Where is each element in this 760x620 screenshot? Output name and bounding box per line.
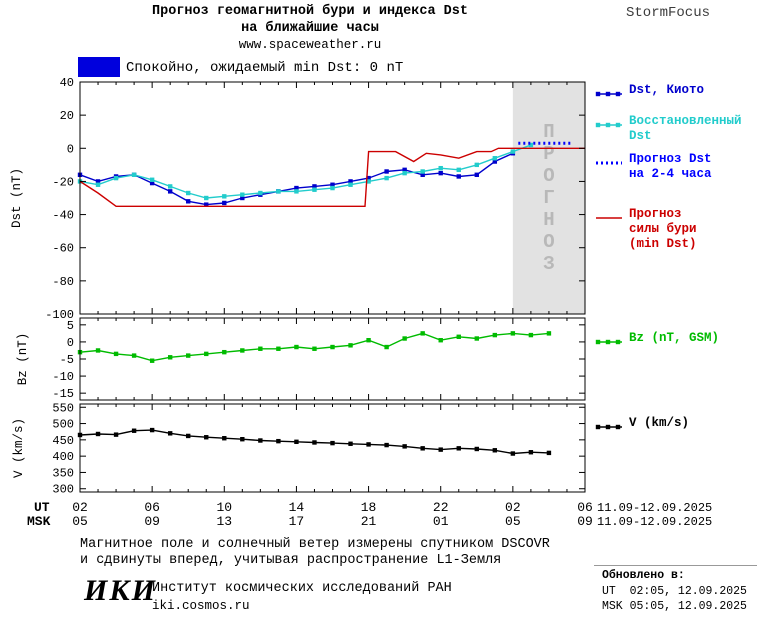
svg-text:-80: -80 (52, 275, 74, 289)
xaxis-tick-label: 01 (432, 514, 449, 529)
xaxis-tick-label: 09 (144, 514, 160, 529)
bz-plot: 5 0 -5 -10 -15 Bz (nT) (16, 317, 586, 401)
xaxis-tick-label: 02 (72, 500, 88, 515)
legend-label: V (km/s) (629, 416, 690, 430)
svg-text:0: 0 (67, 142, 74, 156)
squares-swatch-icon (595, 122, 622, 128)
svg-text:5: 5 (67, 319, 74, 333)
updated-msk: MSK 05:05, 12.09.2025 (602, 600, 747, 613)
svg-text:20: 20 (60, 109, 74, 123)
xaxis-ut-label: UT (34, 500, 50, 515)
status-text: Спокойно, ожидаемый min Dst: 0 nT (126, 60, 404, 76)
legend-swatch-slot (595, 155, 623, 173)
svg-text:400: 400 (52, 450, 74, 464)
legend-v: V (km/s) (595, 416, 755, 437)
xaxis-tick-label: 02 (505, 500, 521, 515)
xaxis-tick-label: 06 (577, 500, 593, 515)
legend-swatch-slot (595, 334, 623, 352)
legend-bz: Bz (nT, GSM) (595, 331, 755, 352)
line-swatch-icon (596, 217, 622, 219)
svg-text:О: О (543, 165, 554, 187)
xaxis-tick-label: 18 (360, 500, 377, 515)
squares-swatch-icon (595, 91, 622, 97)
svg-text:-40: -40 (52, 209, 74, 223)
xaxis-tick-label: 14 (288, 500, 305, 515)
svg-text:40: 40 (60, 76, 74, 90)
svg-text:Н: Н (543, 209, 554, 231)
legend-label: Bz (nT, GSM) (629, 331, 720, 345)
updated-label: Обновлено в: (602, 569, 685, 582)
updated-ut: UT 02:05, 12.09.2025 (602, 585, 747, 598)
dotted-swatch-icon (596, 161, 622, 165)
institute-name: Институт космических исследований РАН (152, 581, 452, 596)
legend-dst-kyoto: Dst, Киото (595, 83, 755, 104)
page-title-line1: Прогноз геомагнитной бури и индекса Dst (152, 4, 468, 19)
xaxis-tick-label: 21 (360, 514, 377, 529)
xaxis-tick-label: 10 (216, 500, 233, 515)
status-color-box (78, 57, 120, 77)
xaxis-tick-label: 06 (144, 500, 160, 515)
xaxis-tick-label: 05 (505, 514, 521, 529)
page-title-line2: на ближайшие часы (241, 21, 379, 36)
xaxis-msk-row: MSK 05 09 13 17 21 01 05 09 11.09-12.09.2025 (0, 514, 760, 529)
svg-text:Dst (nT): Dst (nT) (10, 168, 24, 228)
svg-text:З: З (543, 253, 554, 275)
xaxis-tick-label: 17 (288, 514, 305, 529)
institute-site: iki.cosmos.ru (152, 599, 250, 613)
svg-text:-15: -15 (52, 387, 74, 401)
xaxis-date-label: 11.09-12.09.2025 (597, 501, 713, 515)
xaxis-tick-label: 09 (577, 514, 593, 529)
svg-text:-60: -60 (52, 242, 74, 256)
svg-text:550: 550 (52, 401, 74, 415)
svg-text:300: 300 (52, 483, 74, 497)
legend-swatch-slot (595, 210, 623, 228)
svg-text:0: 0 (67, 336, 74, 350)
svg-text:-20: -20 (52, 175, 74, 189)
xaxis-tick-label: 05 (72, 514, 88, 529)
legend-label: Прогноз Dst на 2-4 часа (629, 152, 712, 181)
legend-label: Dst, Киото (629, 83, 705, 97)
legend-swatch-slot (595, 117, 623, 135)
iki-logo: ИКИ (84, 574, 158, 607)
squares-swatch-icon (595, 339, 622, 345)
legend-forecast-dst: Прогноз Dst на 2-4 часа (595, 152, 755, 182)
svg-text:-10: -10 (52, 370, 74, 384)
footnote-line2: и сдвинуты вперед, учитывая распростране… (80, 553, 502, 568)
svg-text:Г: Г (543, 187, 554, 209)
legend-storm-strength: Прогноз силы бури (min Dst) (595, 207, 755, 252)
svg-text:Р: Р (543, 143, 554, 165)
svg-text:350: 350 (52, 466, 74, 480)
xaxis-tick-label: 22 (432, 500, 449, 515)
svg-text:Bz (nT): Bz (nT) (16, 333, 30, 386)
svg-text:V (km/s): V (km/s) (12, 418, 26, 478)
updated-separator (594, 565, 757, 566)
v-plot: 550 500 450 400 350 300 V (km/s) (12, 401, 586, 497)
site-url: www.spaceweather.ru (238, 38, 382, 52)
xaxis-ut-row: UT 02 06 10 14 18 22 02 06 11.09-12.09.2025 (0, 500, 760, 515)
xaxis-tick-label: 13 (216, 514, 233, 529)
svg-text:О: О (543, 231, 554, 253)
brand-label: StormFocus (626, 5, 711, 21)
legend-swatch-slot (595, 419, 623, 437)
footnote-line1: Магнитное поле и солнечный ветер измерен… (80, 537, 550, 552)
xaxis-msk-label: MSK (27, 514, 51, 529)
svg-text:П: П (543, 121, 554, 143)
svg-text:500: 500 (52, 418, 74, 432)
svg-text:-5: -5 (60, 353, 74, 367)
legend-label: Восстановленный Dst (629, 114, 742, 143)
svg-text:-100: -100 (45, 308, 74, 322)
squares-swatch-icon (595, 424, 622, 430)
xaxis-date-label: 11.09-12.09.2025 (597, 515, 713, 529)
legend-swatch-slot (595, 86, 623, 104)
legend-restored-dst: Восстановленный Dst (595, 114, 755, 144)
svg-text:450: 450 (52, 434, 74, 448)
legend-label: Прогноз силы бури (min Dst) (629, 207, 697, 251)
